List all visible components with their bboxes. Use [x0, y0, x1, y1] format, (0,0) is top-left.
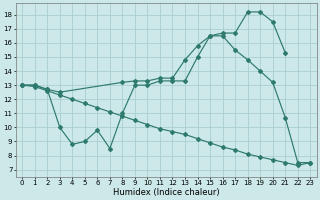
- X-axis label: Humidex (Indice chaleur): Humidex (Indice chaleur): [113, 188, 220, 197]
